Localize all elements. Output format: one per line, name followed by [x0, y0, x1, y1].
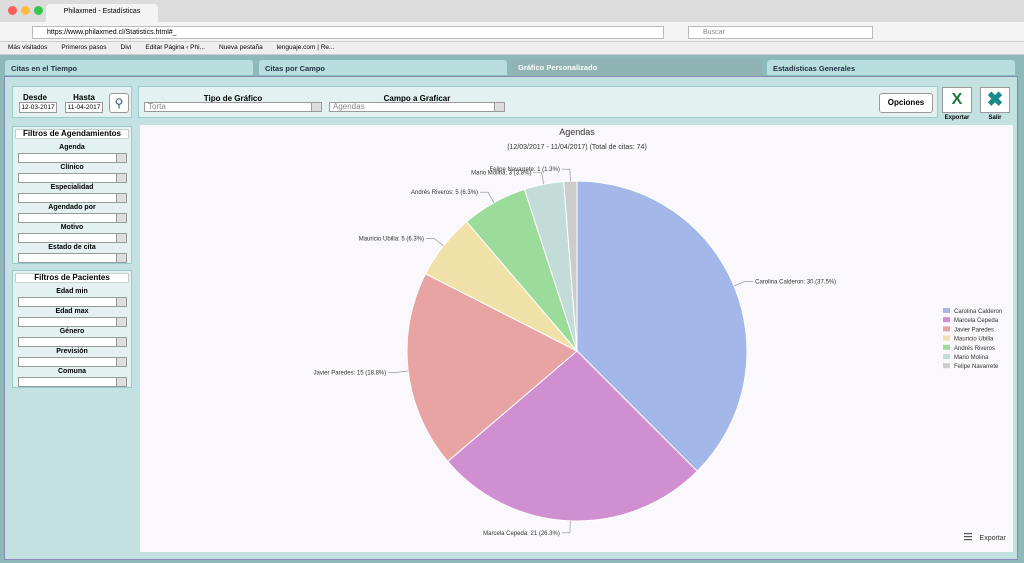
label: Hasta: [73, 93, 95, 102]
leader-line: [480, 191, 495, 203]
app-tab[interactable]: Estadísticas Generales: [766, 59, 1016, 76]
search-button[interactable]: ⚲: [109, 93, 129, 113]
menu-icon[interactable]: [964, 533, 972, 541]
nav-bar: https://www.philaxmed.cl/Statistics.html…: [0, 22, 1024, 42]
legend-swatch: [943, 344, 950, 350]
filter-label: Comuna: [58, 368, 86, 375]
legend-label[interactable]: Javier Paredes: [954, 327, 994, 333]
browser-tab[interactable]: Philaxmed - Estadísticas: [46, 4, 158, 22]
pie-slice[interactable]: [406, 273, 578, 463]
chart-subtitle: (12/03/2017 - 11/04/2017) (Total de cita…: [507, 144, 647, 151]
bookmark[interactable]: Más visitados: [8, 44, 48, 51]
exit-button[interactable]: ✖: [980, 87, 1010, 113]
label: Exportar: [944, 115, 970, 121]
url-bar[interactable]: https://www.philaxmed.cl/Statistics.html…: [32, 26, 664, 39]
leader-line: [426, 238, 444, 246]
legend-swatch: [943, 326, 950, 332]
data-label: Mario Molina: 3 (3.8%): [471, 170, 531, 176]
date-input[interactable]: 11-04-2017: [65, 102, 103, 113]
filter-select[interactable]: [18, 213, 127, 223]
data-label: Andrés Riveros: 5 (6.3%): [411, 190, 478, 196]
filter-label: Agenda: [59, 144, 85, 151]
leader-line: [388, 370, 409, 373]
filter-group: [12, 270, 132, 388]
bookmark[interactable]: Divi: [120, 44, 132, 51]
pie-slice[interactable]: [447, 350, 698, 522]
filters-panel: Filtros de Agendamientos Agenda Clínico Esp…: [12, 126, 134, 398]
label: Tipo de Gráfico: [203, 94, 263, 103]
legend-label[interactable]: Carolina Calderon: [954, 309, 1002, 315]
filter-select[interactable]: [18, 173, 127, 183]
chart: Agendas (12/03/2017 - 11/04/2017) (Total…: [140, 125, 1013, 552]
app-tab[interactable]: Citas por Campo: [258, 59, 508, 76]
bookmark[interactable]: Primeros pasos: [61, 44, 107, 51]
data-label: Felipe Navarrete: 1 (1.3%): [489, 167, 559, 173]
filter-select[interactable]: [18, 253, 127, 263]
options-button[interactable]: Opciones: [879, 93, 933, 113]
label: Campo a Graficar: [383, 94, 451, 103]
legend-swatch: [943, 308, 950, 313]
data-label: Javier Paredes: 15 (18.8%): [314, 370, 387, 376]
app-tab[interactable]: Citas en el Tiempo: [4, 59, 254, 76]
legend-label[interactable]: Marcela Cepeda: [954, 318, 999, 324]
legend-label[interactable]: Felipe Navarrete: [954, 364, 999, 370]
date-input[interactable]: 12-03-2017: [19, 102, 57, 113]
window-controls[interactable]: [8, 6, 48, 16]
legend-swatch: [943, 354, 950, 359]
filter-group-title: Filtros de Pacientes: [15, 273, 129, 283]
data-label: Carolina Calderon: 30 (37.5%): [755, 279, 836, 285]
chart-title: Agendas: [559, 127, 595, 137]
data-label: Marcela Cepeda: 21 (26.3%): [483, 531, 560, 537]
label: Desde: [22, 93, 47, 102]
filter-label: Estado de cita: [48, 244, 96, 251]
filter-select[interactable]: [18, 377, 127, 387]
select[interactable]: Torta: [144, 102, 322, 112]
pie-slice[interactable]: [563, 180, 578, 352]
filter-label: Clínico: [60, 164, 84, 171]
filter-group-title: Filtros de Agendamientos: [15, 129, 129, 139]
filter-select[interactable]: [18, 153, 127, 163]
app-tabs: Citas en el Tiempo Citas por Campo Gráfico…: [4, 59, 1020, 76]
filter-label: Edad min: [56, 288, 88, 295]
chart-options: Tipo de Gráfico Torta Campo a Graficar A…: [138, 86, 938, 118]
legend-swatch: [943, 363, 950, 369]
filter-label: Motivo: [60, 224, 84, 231]
bookmarks-bar: Más visitados Primeros pasos Divi Editar Pá…: [0, 42, 1024, 55]
filter-select[interactable]: [18, 193, 127, 203]
filter-label: Edad max: [55, 308, 89, 315]
filter-select[interactable]: [18, 233, 127, 243]
leader-line: [561, 168, 571, 182]
pie-slice[interactable]: [576, 180, 748, 472]
app-tab[interactable]: Gráfico Personalizado: [512, 59, 762, 76]
filter-select[interactable]: [18, 297, 127, 307]
leader-line: [561, 520, 571, 534]
leader-line: [733, 281, 754, 287]
excel-button[interactable]: X: [942, 87, 972, 113]
filter-label: Especialidad: [50, 184, 94, 191]
legend-label[interactable]: Andrés Riveros: [954, 346, 995, 352]
filter-label: Agendado por: [48, 204, 96, 211]
bookmark[interactable]: Nueva pestaña: [219, 44, 263, 51]
leader-line: [533, 172, 545, 185]
filter-select[interactable]: [18, 317, 127, 327]
legend-label[interactable]: Mauricio Ubilla: [954, 337, 994, 343]
filter-label: Previsión: [56, 348, 88, 355]
legend-swatch: [943, 335, 950, 341]
filter-select[interactable]: [18, 337, 127, 347]
export-menu[interactable]: Exportar: [980, 535, 1007, 542]
filter-select[interactable]: [18, 357, 127, 367]
bookmark[interactable]: Editar Página ‹ Phi...: [145, 44, 205, 51]
select[interactable]: Agendas: [329, 102, 505, 112]
title-bar: Philaxmed - Estadísticas: [0, 0, 1024, 22]
date-range: Desde 12-03-2017 Hasta 11-04-2017 ⚲: [12, 86, 132, 118]
search-bar[interactable]: Buscar: [688, 26, 873, 39]
legend-swatch: [943, 317, 950, 323]
filter-label: Género: [59, 328, 85, 335]
legend-label[interactable]: Mario Molina: [954, 355, 989, 361]
bookmark[interactable]: lenguaje.com | Re...: [276, 44, 335, 51]
label: Salir: [988, 115, 1002, 121]
data-label: Mauricio Ubilla: 5 (6.3%): [359, 236, 424, 242]
